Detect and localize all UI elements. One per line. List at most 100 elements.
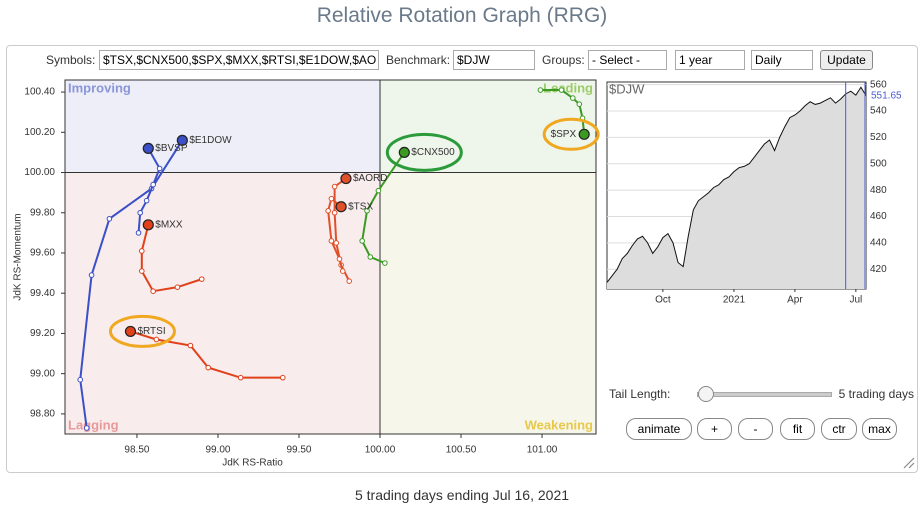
tail-point: [328, 238, 335, 244]
tail-point: [375, 187, 382, 194]
y-tick-label: 560: [870, 79, 887, 90]
series-label: $SPX: [551, 129, 577, 140]
tail-point: [237, 374, 244, 381]
tail-point: [137, 209, 143, 216]
tail-point: [139, 268, 145, 274]
y-tick-label: 460: [870, 211, 887, 222]
x-tick-label: Jul: [849, 295, 862, 306]
tail-point: [77, 376, 84, 383]
series-label: $E1DOW: [189, 135, 232, 146]
tail-point: [570, 95, 576, 101]
y-tick-label: 100.00: [24, 167, 55, 178]
tail-line: [140, 224, 203, 293]
head-point: [142, 219, 154, 231]
control-button[interactable]: +: [697, 418, 732, 440]
page-title: Relative Rotation Graph (RRG): [316, 4, 608, 27]
y-tick-label: 100.20: [24, 127, 55, 138]
control-button[interactable]: animate: [626, 418, 692, 440]
head-point: [340, 172, 352, 185]
x-tick-label: Oct: [655, 295, 671, 306]
tail-point: [143, 197, 150, 204]
price-line: [606, 86, 867, 283]
tail-point: [328, 195, 335, 202]
quadrant: [380, 172, 596, 435]
tail-point: [336, 256, 343, 262]
head-point: [335, 201, 347, 213]
tail-point: [346, 278, 353, 284]
y-tick-label: 99.80: [30, 207, 55, 218]
y-tick-label: 500: [870, 158, 887, 169]
quadrant-label: Improving: [68, 80, 131, 95]
highlight: [108, 314, 176, 348]
tail-slider[interactable]: [697, 392, 832, 397]
tail-point: [558, 87, 565, 93]
tail-point: [150, 181, 156, 188]
y-tick-label: 480: [870, 185, 887, 196]
symbols-label: Symbols:: [46, 53, 96, 67]
benchmark-input[interactable]: $DJW: [453, 50, 535, 70]
tail-point: [135, 230, 142, 236]
tail-point: [325, 207, 331, 214]
slider-thumb[interactable]: [698, 386, 714, 402]
x-tick-label: 99.50: [286, 445, 311, 456]
tail-point: [174, 284, 181, 290]
y-tick-label: 100.40: [24, 87, 55, 98]
control-button[interactable]: ctr: [821, 418, 857, 440]
x-tick-label: 101.00: [527, 445, 558, 456]
series-label: $CNX500: [411, 147, 455, 158]
groups-label: Groups:: [542, 53, 585, 67]
footer: 5 trading days ending Jul 16, 2021: [354, 487, 570, 503]
x-tick-label: 98.50: [124, 445, 149, 456]
tail-point: [331, 209, 338, 216]
tail-point: [83, 425, 90, 431]
tail-line: [137, 147, 161, 233]
series-label: $RTSI: [137, 326, 165, 337]
tail-point: [339, 268, 346, 274]
tail-label: Tail Length:: [609, 387, 671, 401]
highlight: [385, 132, 463, 172]
y-tick-label: 98.80: [30, 409, 55, 420]
x-tick-label: 2021: [723, 295, 746, 306]
x-tick-label: 99.00: [205, 445, 230, 456]
quadrant: [65, 80, 381, 173]
control-button[interactable]: max: [862, 418, 897, 440]
tail-point: [359, 238, 365, 244]
symbols-input[interactable]: $TSX,$CNX500,$SPX,$MXX,$RTSI,$E1DOW,$AO: [99, 50, 379, 70]
tail-point: [382, 260, 388, 266]
y-tick-label: 440: [870, 237, 887, 248]
y-tick-label: 99.40: [30, 288, 55, 299]
x-tick-label: Apr: [787, 295, 803, 306]
tail-point: [198, 276, 205, 282]
tail-point: [106, 215, 113, 222]
y-tick-label: 540: [870, 106, 887, 117]
last-value-label: 551.65: [871, 90, 902, 101]
tail-point: [576, 101, 583, 107]
groups-select[interactable]: - Select -: [588, 50, 667, 70]
price-area: [607, 87, 866, 289]
tail-point: [139, 248, 145, 254]
head-point: [578, 128, 590, 140]
quadrant-label: Leading: [543, 80, 593, 95]
quadrant-label: Weakening: [525, 417, 593, 432]
head-point: [176, 134, 188, 146]
tail-point: [187, 342, 194, 349]
tail-point: [364, 207, 370, 214]
control-button[interactable]: -: [738, 418, 773, 440]
control-button[interactable]: fit: [780, 418, 815, 440]
update-button[interactable]: Update: [820, 50, 873, 70]
tail-point: [205, 364, 212, 371]
frequency-select[interactable]: Daily: [751, 50, 813, 70]
series-label: $AORD: [353, 173, 387, 184]
tail-point: [279, 374, 286, 381]
period-select[interactable]: 1 year: [675, 50, 745, 70]
series-label: $BVSP: [155, 143, 188, 154]
tail-point: [367, 254, 374, 260]
tail-point: [537, 87, 544, 93]
head-point: [124, 325, 137, 338]
y-tick-label: 99.60: [30, 248, 55, 259]
y-tick-label: 99.00: [30, 368, 55, 379]
series-label: $MXX: [155, 219, 183, 230]
tail-point: [333, 240, 340, 246]
resize-handle: [903, 457, 915, 469]
